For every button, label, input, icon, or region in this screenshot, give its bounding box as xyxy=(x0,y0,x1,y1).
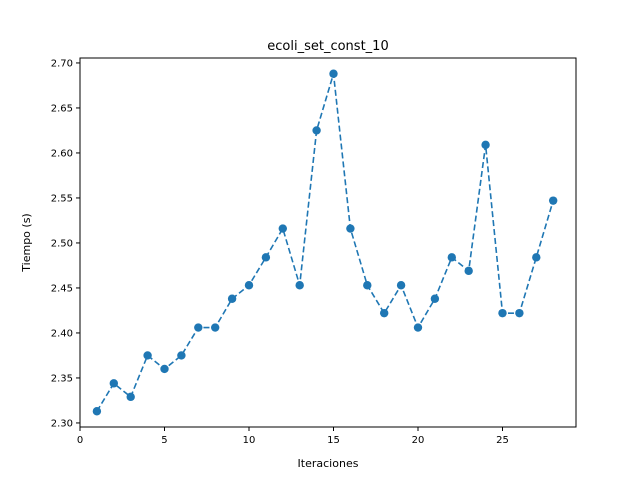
y-tick-label: 2.55 xyxy=(51,193,73,204)
data-point xyxy=(210,323,220,332)
data-point xyxy=(160,364,169,374)
y-tick-label: 2.30 xyxy=(51,418,73,429)
data-point xyxy=(379,308,389,318)
data-point xyxy=(126,392,135,402)
chart-title: ecoli_set_const_10 xyxy=(267,39,388,54)
y-tick-label: 2.65 xyxy=(51,103,73,114)
y-tick-label: 2.60 xyxy=(51,148,73,159)
data-point xyxy=(532,253,541,262)
x-axis: 0 5 10 15 20 25 xyxy=(77,427,509,446)
plot-area xyxy=(92,69,558,416)
data-point xyxy=(244,281,254,290)
y-tick-label: 2.70 xyxy=(51,58,73,69)
y-tick-label: 2.40 xyxy=(51,328,73,339)
x-tick-label: 20 xyxy=(412,435,425,446)
x-axis-label: Iteraciones xyxy=(298,457,359,470)
y-tick-label: 2.45 xyxy=(51,283,73,294)
data-point xyxy=(227,294,237,303)
x-tick-label: 5 xyxy=(161,435,167,446)
data-point xyxy=(498,308,507,318)
data-point xyxy=(413,323,423,332)
data-point xyxy=(92,407,102,416)
data-point xyxy=(515,308,524,318)
x-tick-label: 25 xyxy=(496,435,509,446)
data-point xyxy=(481,140,490,150)
axes-frame xyxy=(79,57,577,428)
x-tick-label: 10 xyxy=(243,435,256,446)
data-point xyxy=(194,323,203,332)
x-tick-label: 15 xyxy=(327,435,340,446)
data-point xyxy=(464,266,473,276)
x-tick-label: 0 xyxy=(77,435,83,446)
data-point xyxy=(278,224,287,233)
data-point xyxy=(329,69,338,78)
data-point xyxy=(109,379,118,388)
data-point xyxy=(177,351,186,360)
data-point xyxy=(396,281,406,290)
data-point xyxy=(143,351,152,360)
data-point xyxy=(261,253,271,262)
series-line xyxy=(96,73,554,412)
data-point xyxy=(346,224,355,233)
data-point xyxy=(548,196,558,205)
data-point xyxy=(363,281,372,290)
data-point xyxy=(447,253,456,262)
data-point xyxy=(312,126,321,135)
data-point xyxy=(430,294,440,303)
data-point xyxy=(295,281,304,290)
y-axis-label: Tiempo (s) xyxy=(20,213,33,272)
y-axis: 2.30 2.35 2.40 2.45 2.50 2.55 2.60 2.65 2.70 xyxy=(51,58,80,429)
y-tick-label: 2.35 xyxy=(51,373,73,384)
y-tick-label: 2.50 xyxy=(51,238,73,249)
